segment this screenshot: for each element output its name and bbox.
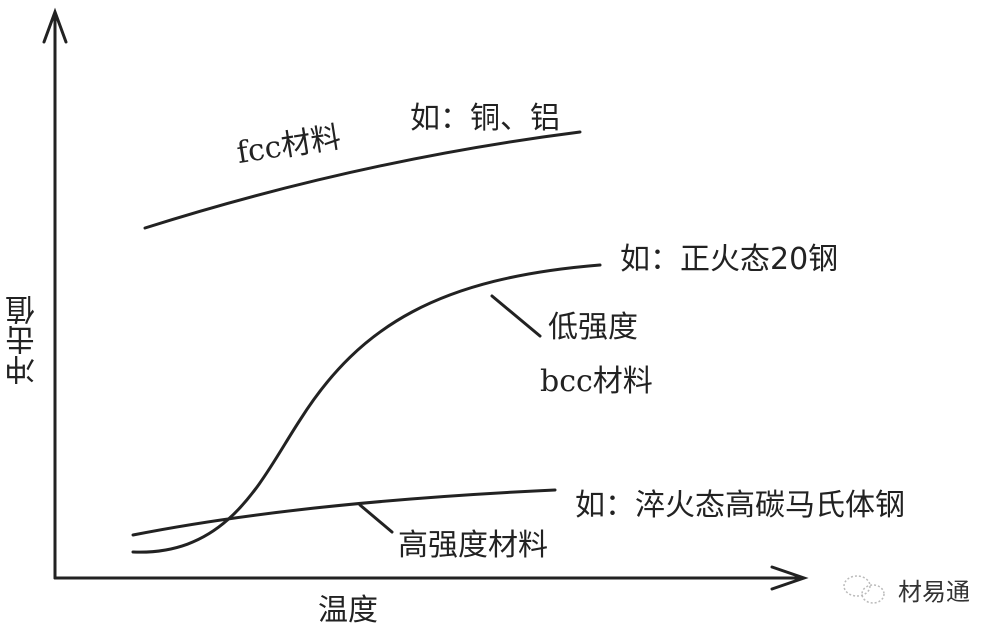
bcc-example: 如：正火态20钢 xyxy=(620,242,839,277)
bcc-label-line2: bcc材料 xyxy=(540,364,653,399)
watermark-text: 材易通 xyxy=(898,578,970,606)
fcc-curve xyxy=(143,130,582,230)
x-axis-label: 温度 xyxy=(318,593,378,628)
y-axis-arrow xyxy=(42,7,68,44)
bcc-label-line1: 低强度 xyxy=(548,310,638,345)
high-strength-leader-line xyxy=(358,503,394,534)
high-strength-label: 高强度材料 xyxy=(398,528,548,563)
fcc-example: 如：铜、铝 xyxy=(410,101,560,136)
y-axis-label: 冲击值 xyxy=(6,295,41,385)
high-strength-curve xyxy=(131,488,557,537)
high-strength-example: 如：淬火态高碳马氏体钢 xyxy=(575,488,905,523)
bcc-curve xyxy=(131,263,602,554)
wechat-icon xyxy=(843,575,885,604)
bcc-leader-line xyxy=(490,294,542,338)
x-axis-arrow xyxy=(770,565,809,591)
